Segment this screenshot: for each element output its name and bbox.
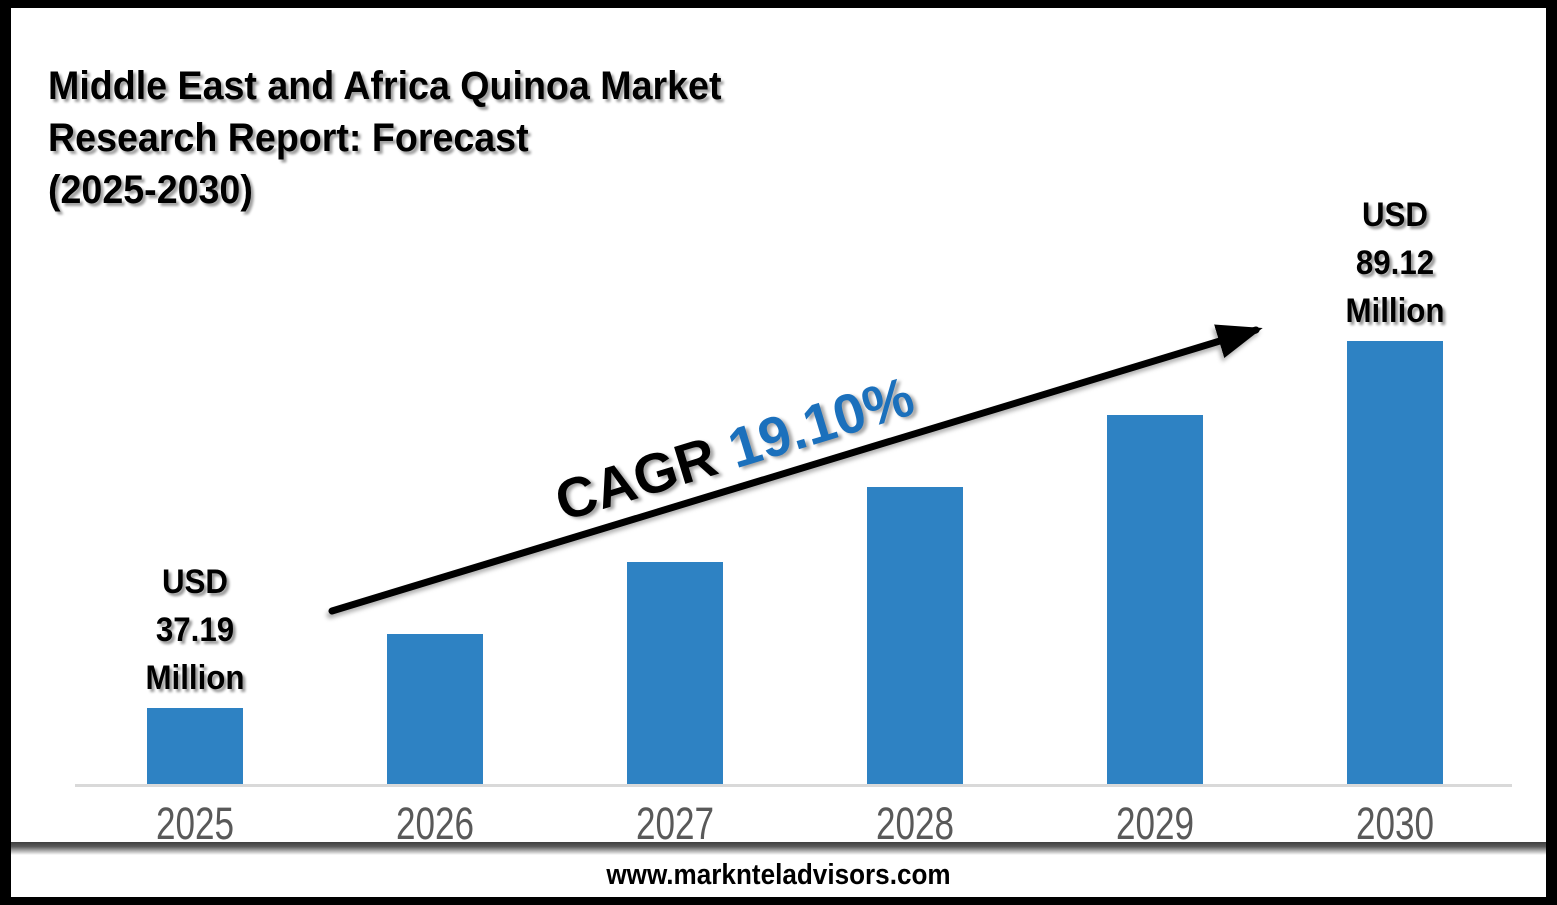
website-url: www.marknteladvisors.com xyxy=(606,859,951,891)
value-label-line: USD xyxy=(1361,196,1429,234)
x-axis-label-2027: 2027 xyxy=(635,798,715,849)
x-axis-label-2025: 2025 xyxy=(155,798,235,849)
bar-2029 xyxy=(1107,415,1203,784)
x-axis-label-2026: 2026 xyxy=(395,798,475,849)
value-label-line: USD xyxy=(161,563,229,601)
bar-2028 xyxy=(867,487,963,784)
bar-2030 xyxy=(1347,341,1443,784)
bar-2026 xyxy=(387,634,483,784)
bar-2025 xyxy=(147,708,243,784)
value-label-line: 37.19 xyxy=(155,611,235,649)
value-label-line: Million xyxy=(1345,292,1445,330)
chart-canvas: Middle East and Africa Quinoa Market Res… xyxy=(11,8,1546,897)
x-axis-line xyxy=(75,784,1512,787)
value-label-line: Million xyxy=(145,659,245,697)
x-axis-label-2030: 2030 xyxy=(1355,798,1435,849)
x-axis-label-2029: 2029 xyxy=(1115,798,1195,849)
chart-title: Middle East and Africa Quinoa Market Res… xyxy=(48,60,721,216)
chart-title-line-2: Research Report: Forecast xyxy=(48,116,529,160)
value-label-2025: USD 37.19 Million xyxy=(94,558,296,702)
x-axis-label-2028: 2028 xyxy=(875,798,955,849)
plot-area: 2025 2026 2027 2028 2029 2030 USD 37.19 Million U… xyxy=(11,8,1546,897)
footer-divider xyxy=(11,842,1546,855)
chart-title-line-1: Middle East and Africa Quinoa Market xyxy=(48,64,722,108)
value-label-line: 89.12 xyxy=(1355,244,1435,282)
bar-2027 xyxy=(627,562,723,784)
value-label-2030: USD 89.12 Million xyxy=(1294,191,1496,335)
chart-title-line-3: (2025-2030) xyxy=(48,168,253,212)
